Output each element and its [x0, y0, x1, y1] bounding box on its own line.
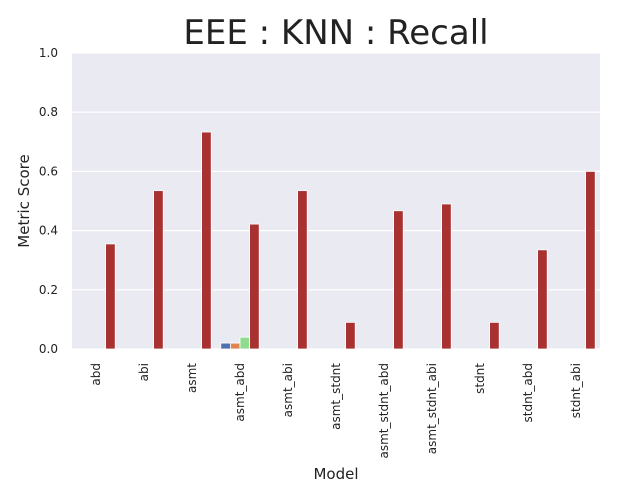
bar-series-4-stdnt: [489, 321, 500, 350]
bar-series-2-asmt_abd: [229, 342, 241, 350]
x-tick-label: asmt_abd: [233, 363, 247, 422]
bar-series-4-asmt_stdnt_abd: [393, 210, 404, 350]
x-tick-label: stdnt_abi: [569, 363, 583, 418]
x-tick-label: asmt: [185, 363, 199, 393]
bar-series-3-asmt_abd: [239, 336, 251, 350]
x-tick-label: asmt_stdnt: [329, 363, 343, 430]
x-tick-label: abi: [137, 363, 151, 381]
bar-series-4-stdnt_abd: [537, 249, 548, 350]
y-tick-label: 0.0: [39, 342, 58, 356]
x-tick-label: abd: [89, 363, 103, 386]
chart-title: EEE : KNN : Recall: [183, 13, 488, 53]
x-tick-label: asmt_stdnt_abd: [377, 363, 391, 458]
x-axis-ticks: abd abi asmt asmt_abd asmt_abi asmt_stdnt asmt…: [89, 363, 583, 459]
y-tick-label: 0.6: [39, 164, 58, 178]
bar-series-4-abi: [153, 190, 164, 350]
y-tick-label: 0.2: [39, 283, 58, 297]
x-tick-label: asmt_stdnt_abi: [425, 363, 439, 454]
plot-area: [72, 53, 600, 349]
bar-series-4-abd: [105, 243, 116, 350]
bar-series-4-asmt_stdnt_abi: [441, 203, 452, 350]
x-axis-label: Model: [313, 465, 358, 483]
x-tick-label: stdnt_abd: [521, 363, 535, 422]
bars: [105, 131, 596, 350]
y-tick-label: 0.8: [39, 105, 58, 119]
bar-series-4-stdnt_abi: [585, 170, 596, 350]
y-tick-label: 1.0: [39, 46, 58, 60]
x-tick-label: asmt_abi: [281, 363, 295, 417]
x-tick-label: stdnt: [473, 363, 487, 394]
y-axis-label: Metric Score: [15, 154, 33, 247]
bar-series-4-asmt_abi: [297, 190, 308, 350]
bar-series-4-asmt_abd: [249, 223, 260, 350]
y-axis-ticks: 0.0 0.2 0.4 0.6 0.8 1.0: [39, 46, 58, 356]
bar-series-4-asmt: [201, 131, 212, 350]
bar-series-1-asmt_abd: [220, 342, 231, 350]
bar-series-4-asmt_stdnt: [345, 321, 356, 350]
y-tick-label: 0.4: [39, 224, 58, 238]
